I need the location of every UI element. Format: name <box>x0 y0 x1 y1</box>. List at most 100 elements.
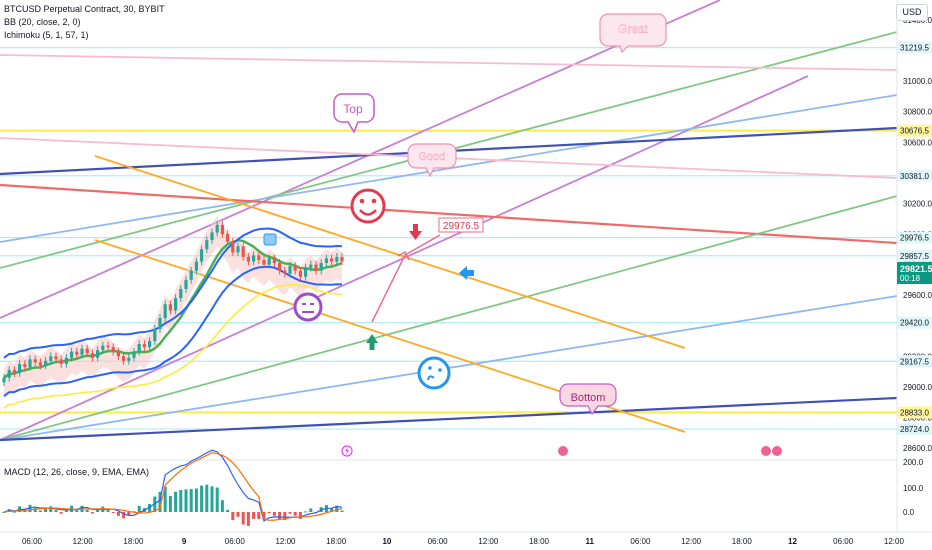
current-price-badge: 29821.5 00:18 <box>897 262 932 284</box>
candle-body <box>7 370 11 378</box>
event-icons <box>341 445 782 457</box>
macd-histogram-bar <box>194 488 198 512</box>
trendline-pink-top <box>0 54 898 71</box>
macd-histogram-bar <box>44 508 48 512</box>
signal-line <box>3 452 343 521</box>
candle-body <box>33 359 37 363</box>
candle-body <box>246 256 250 262</box>
countdown-text: 00:18 <box>900 274 921 283</box>
candle-body <box>168 304 172 311</box>
candle-body <box>226 234 230 242</box>
candle-body <box>314 264 318 271</box>
macd-histogram-bar <box>210 486 214 512</box>
level-badge <box>897 124 932 137</box>
candle-body <box>189 270 193 280</box>
macd-histogram-bar <box>179 489 183 512</box>
left-arrow-marker <box>459 266 474 280</box>
speech-arrow-marker <box>263 233 277 246</box>
target-price-label: 29976.5 <box>438 217 484 233</box>
trendline-navy-lower <box>0 396 898 442</box>
price-tick-label: 29600.0 <box>903 291 932 300</box>
time-tick-label: 12 <box>788 537 797 546</box>
currency-button[interactable]: USD <box>896 4 928 21</box>
macd-histogram-bar <box>163 486 167 512</box>
candle-body <box>205 240 209 250</box>
candle-body <box>142 344 146 348</box>
macd-histogram-bar <box>236 512 240 517</box>
macd-histogram-bar <box>200 485 204 512</box>
candle-body <box>80 348 84 355</box>
callout-bottom: Bottom <box>559 383 617 416</box>
candle-body <box>324 258 328 264</box>
candle-body <box>49 356 53 361</box>
candle-body <box>278 263 282 271</box>
candle-body <box>38 362 42 366</box>
macd-axis: 200.0 100.0 0.0 <box>903 458 924 517</box>
price-axis[interactable]: 31400.031200.031000.030800.030600.030400… <box>897 16 932 453</box>
macd-histogram-bar <box>168 496 172 512</box>
projection-arrow <box>371 234 441 323</box>
candle-body <box>340 256 344 262</box>
us-flag-event-icon <box>558 446 568 456</box>
candle-body <box>59 359 63 364</box>
level-badge-label: 31219.5 <box>900 44 929 53</box>
candle-body <box>137 344 141 352</box>
candle-body <box>18 363 22 374</box>
time-tick-label: 06:00 <box>428 537 449 546</box>
time-tick-label: 18:00 <box>326 537 347 546</box>
ichimoku-span-line <box>3 283 343 409</box>
ichimoku-indicator-label[interactable]: Ichimoku (5, 1, 57, 1) <box>4 30 89 40</box>
candle-body <box>241 246 245 257</box>
symbol-title[interactable]: BTCUSD Perpetual Contract, 30, BYBIT <box>4 4 165 14</box>
time-tick-label: 11 <box>585 537 594 546</box>
callout-great: Great <box>599 13 667 54</box>
price-tick-label: 29000.0 <box>903 383 932 392</box>
time-tick-label: 06:00 <box>833 537 854 546</box>
macd-indicator-label[interactable]: MACD (12, 26, close, 9, EMA, EMA) <box>4 467 150 477</box>
macd-histogram-bar <box>122 512 126 519</box>
macd-histogram-bar <box>335 505 339 512</box>
time-tick-label: 06:00 <box>22 537 43 546</box>
level-badge-label: 29976.5 <box>900 234 929 243</box>
trendline-red <box>0 183 898 245</box>
candle-body <box>231 241 235 253</box>
macd-histogram-bar <box>288 512 292 514</box>
trendline-green-lower <box>0 195 898 441</box>
callout-good: Good <box>407 143 457 178</box>
candle-body <box>236 246 240 253</box>
trendline-orange-upper <box>94 155 686 349</box>
macd-histogram-bar <box>49 506 53 512</box>
time-axis[interactable]: 06:00 12:00 18:00 9 06:00 12:00 18:00 10 06:00 12… <box>22 537 904 546</box>
callout-top-text: Top <box>343 102 363 116</box>
level-badge-label: 28724.0 <box>900 425 929 434</box>
candle-body <box>96 350 100 358</box>
macd-histogram-bar <box>278 512 282 520</box>
macd-histogram-bar <box>33 507 37 512</box>
level-badge <box>897 316 932 329</box>
time-tick-label: 10 <box>382 537 391 546</box>
macd-histogram-bar <box>309 508 313 512</box>
callout-top: Top <box>333 93 375 134</box>
time-tick-label: 18:00 <box>732 537 753 546</box>
macd-histogram-bar <box>340 510 344 512</box>
ichimoku-cloud <box>4 215 342 400</box>
candle-body <box>304 267 308 277</box>
bb-indicator-label[interactable]: BB (20, close, 2, 0) <box>4 17 81 27</box>
price-tick-label: 30200.0 <box>903 199 932 208</box>
level-badge <box>897 231 932 244</box>
price-tick-label: 31000.0 <box>903 77 932 86</box>
candle-body <box>64 357 68 364</box>
macd-histogram-bar <box>226 509 230 512</box>
us-flag-event-icon <box>761 446 771 456</box>
candle-body <box>2 377 6 383</box>
us-flag-event-icon <box>772 446 782 456</box>
level-badge-label: 30676.5 <box>900 127 929 136</box>
macd-histogram-bar <box>189 489 193 512</box>
candle-body <box>23 363 27 367</box>
trendline-purple-upper <box>0 0 721 319</box>
macd-histogram-bar <box>246 512 250 526</box>
macd-tick-0: 0.0 <box>903 508 915 517</box>
time-tick-label: 12:00 <box>681 537 702 546</box>
macd-histogram-bar <box>220 500 224 512</box>
